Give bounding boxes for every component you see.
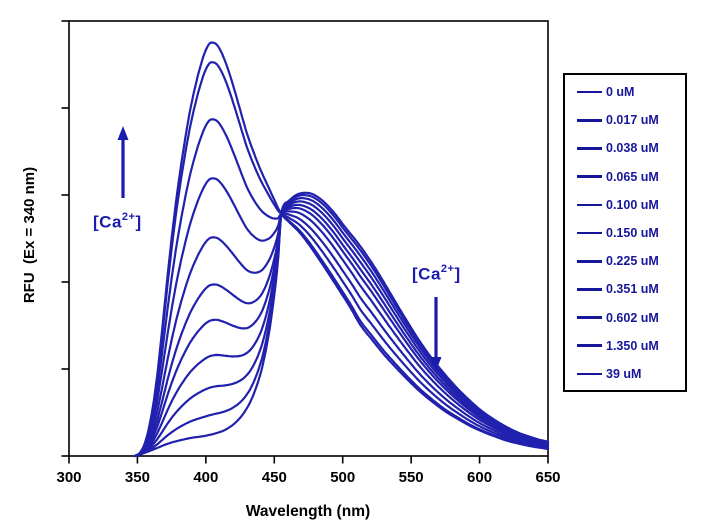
legend-line-sample xyxy=(577,231,602,235)
legend-item-label: 0 uM xyxy=(606,85,635,100)
legend-line-sample xyxy=(577,288,602,291)
legend-item: 0.038 uM xyxy=(565,134,685,162)
legend-item-label: 1.350 uM xyxy=(606,338,659,353)
legend-line-sample xyxy=(577,118,602,122)
legend-item: 0.225 uM xyxy=(565,247,685,275)
legend-box: 0 uM 0.017 uM 0.038 uM 0.065 uM 0.100 uM 0.15… xyxy=(563,73,687,392)
plot-area-border xyxy=(68,20,549,457)
legend-line-sample xyxy=(577,316,602,319)
curve-0.150-uM xyxy=(133,206,550,458)
legend-line-sample xyxy=(577,344,602,348)
legend-item-label: 0.150 uM xyxy=(606,226,659,241)
legend-item-label: 0.602 uM xyxy=(606,310,659,325)
x-tick-label-600: 600 xyxy=(467,469,493,486)
annotation-text: ] xyxy=(135,212,142,232)
curve-0.602-uM xyxy=(133,118,550,458)
x-tick-label-550: 550 xyxy=(398,469,424,486)
curve-0.100-uM xyxy=(133,203,550,458)
curve-0.065-uM xyxy=(133,200,550,458)
annotation-ca-decrease-label: [Ca2+] xyxy=(412,263,461,285)
legend-item: 1.350 uM xyxy=(565,332,685,360)
y-axis-title: RFU (Ex = 340 nm) xyxy=(21,166,38,304)
legend-item: 0.100 uM xyxy=(565,191,685,219)
curve-39-uM xyxy=(133,41,550,458)
legend-item-label: 0.351 uM xyxy=(606,282,659,297)
superscript: 2+ xyxy=(121,211,136,223)
superscript: 2+ xyxy=(440,263,455,275)
x-tick-label-650: 650 xyxy=(535,469,561,486)
curve-0.225-uM xyxy=(133,209,550,458)
legend-line-sample xyxy=(577,259,602,263)
legend-item-label: 0.100 uM xyxy=(606,197,659,212)
annotation-text: [Ca xyxy=(93,212,122,232)
legend-item-label: 0.017 uM xyxy=(606,113,659,128)
legend-line-sample xyxy=(577,147,602,150)
x-tick-label-350: 350 xyxy=(124,469,150,486)
legend-item: 0 uM xyxy=(565,78,685,106)
legend-line-sample xyxy=(577,372,602,376)
legend-item: 39 uM xyxy=(565,360,685,388)
annotation-text: ] xyxy=(454,264,461,284)
legend-item-label: 39 uM xyxy=(606,366,642,381)
curve-0.017-uM xyxy=(133,194,550,458)
arrow-up-icon-head xyxy=(117,126,129,140)
legend-item: 0.602 uM xyxy=(565,304,685,332)
legend-item-label: 0.225 uM xyxy=(606,254,659,269)
legend-item: 0.017 uM xyxy=(565,106,685,134)
curve-0.351-uM xyxy=(133,177,550,458)
legend-item: 0.150 uM xyxy=(565,219,685,247)
x-tick-label-300: 300 xyxy=(56,469,82,486)
annotation-text: [Ca xyxy=(412,264,441,284)
arrow-down-icon-head xyxy=(430,357,442,371)
legend-item-label: 0.038 uM xyxy=(606,141,659,156)
legend-item: 0.351 uM xyxy=(565,275,685,303)
x-axis-title: Wavelength (nm) xyxy=(245,503,371,520)
legend-line-sample xyxy=(577,90,602,94)
legend-line-sample xyxy=(577,203,602,207)
legend-line-sample xyxy=(577,175,602,178)
annotation-ca-increase-label: [Ca2+] xyxy=(93,211,142,233)
legend-item-label: 0.065 uM xyxy=(606,169,659,184)
x-tick-label-400: 400 xyxy=(193,469,219,486)
legend-item: 0.065 uM xyxy=(565,163,685,191)
curve-0.038-uM xyxy=(133,197,550,458)
x-tick-label-450: 450 xyxy=(261,469,287,486)
x-tick-label-500: 500 xyxy=(330,469,356,486)
